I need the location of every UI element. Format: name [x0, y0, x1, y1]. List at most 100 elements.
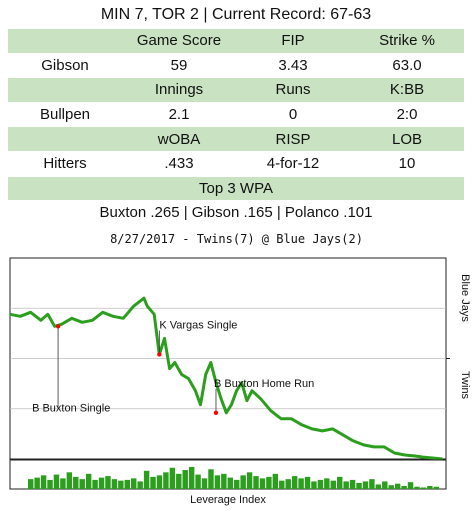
leverage-bar-42 [291, 476, 298, 489]
annotation-b-buxton-home-run: B Buxton Home Run [214, 378, 314, 390]
leverage-bar-41 [285, 479, 291, 489]
hitters-row: Hitters .433 4-for-12 10 [8, 151, 465, 177]
leverage-bar-7 [66, 472, 73, 489]
leverage-bar-21 [156, 475, 163, 489]
k-bb-value: 2:0 [350, 102, 465, 128]
leverage-bar-6 [60, 478, 66, 489]
wpa-leaders: Buxton .265 | Gibson .165 | Polanco .101 [8, 200, 465, 226]
leverage-bar-28 [201, 478, 208, 489]
leverage-bar-3 [40, 475, 47, 489]
pitcher-row: Gibson 59 3.43 63.0 [8, 53, 465, 79]
pitcher-header-row: Game Score FIP Strike % [8, 28, 465, 54]
leverage-bar-44 [304, 476, 311, 489]
leverage-bar-27 [195, 474, 201, 489]
leverage-bar-61 [414, 486, 420, 489]
strike-pct-header: Strike % [350, 28, 465, 54]
leverage-bar-16 [124, 479, 130, 489]
leverage-bar-45 [311, 481, 317, 489]
bullpen-header-row: Innings Runs K:BB [8, 77, 465, 103]
leverage-bar-60 [407, 482, 414, 489]
annotation-marker-k-vargas-single [157, 352, 162, 357]
fip-value: 3.43 [236, 53, 350, 79]
leverage-bar-58 [394, 483, 401, 489]
leverage-bar-43 [298, 478, 304, 489]
runs-value: 0 [236, 102, 350, 128]
stats-table: MIN 7, TOR 2 | Current Record: 67-63 Gam… [8, 2, 465, 226]
leverage-bar-59 [401, 485, 407, 489]
game-score-value: 59 [122, 53, 236, 79]
y-label-bottom: Twins [459, 371, 471, 400]
leverage-bar-8 [73, 476, 79, 489]
wpa-header-row: Top 3 WPA [8, 176, 465, 202]
y-label-top: Blue Jays [459, 274, 471, 322]
risp-header: RISP [236, 126, 350, 152]
hitters-header-blank [8, 126, 122, 152]
woba-value: .433 [122, 151, 236, 177]
leverage-bar-29 [208, 469, 214, 489]
leverage-bar-1 [28, 479, 34, 489]
innings-header: Innings [122, 77, 236, 103]
game-score-header: Game Score [122, 28, 236, 54]
leverage-bar-62 [420, 487, 427, 489]
leverage-bar-34 [240, 475, 246, 489]
leverage-bar-37 [259, 478, 266, 489]
annotation-k-vargas-single: K Vargas Single [159, 319, 237, 331]
hitters-header-row: wOBA RISP LOB [8, 126, 465, 152]
leverage-bar-56 [382, 481, 388, 489]
lob-header: LOB [350, 126, 465, 152]
annotation-marker-b-buxton-home-run [213, 410, 219, 415]
hitters-label: Hitters [8, 151, 122, 177]
leverage-bar-48 [330, 480, 336, 489]
leverage-bar-18 [137, 481, 143, 489]
runs-header: Runs [236, 77, 350, 103]
leverage-bar-54 [369, 479, 375, 489]
leverage-bar-46 [317, 479, 324, 489]
bullpen-row: Bullpen 2.1 0 2:0 [8, 102, 465, 128]
leverage-bar-26 [188, 467, 195, 489]
leverage-bar-39 [272, 473, 279, 489]
game-title: MIN 7, TOR 2 | Current Record: 67-63 [8, 2, 465, 29]
leverage-bar-49 [337, 476, 343, 489]
wp-line [9, 296, 443, 461]
leverage-bar-30 [214, 475, 221, 489]
leverage-bar-64 [433, 486, 439, 489]
leverage-bar-22 [163, 472, 169, 489]
leverage-bar-36 [253, 476, 259, 489]
leverage-bar-53 [362, 481, 369, 489]
risp-value: 4-for-12 [236, 151, 350, 177]
leverage-bar-10 [85, 473, 92, 489]
innings-value: 2.1 [122, 102, 236, 128]
k-bb-header: K:BB [350, 77, 465, 103]
leverage-bar-50 [343, 481, 349, 489]
fip-header: FIP [236, 28, 350, 54]
leverage-bar-57 [388, 485, 394, 489]
leverage-bar-20 [150, 476, 156, 489]
pitcher-name: Gibson [8, 53, 122, 79]
leverage-bar-12 [98, 477, 105, 489]
leverage-bar-33 [234, 479, 240, 489]
leverage-bar-9 [79, 479, 85, 489]
leverage-bar-40 [279, 480, 285, 489]
bullpen-header-blank [8, 77, 122, 103]
leverage-bar-52 [356, 482, 362, 489]
leverage-bar-55 [375, 484, 382, 489]
wpa-row: Buxton .265 | Gibson .165 | Polanco .101 [8, 200, 465, 226]
annotation-marker-b-buxton-single [55, 324, 61, 329]
strike-pct-value: 63.0 [350, 53, 465, 79]
pitcher-header-blank [8, 28, 122, 54]
woba-header: wOBA [122, 126, 236, 152]
leverage-bar-63 [427, 485, 433, 489]
leverage-bar-32 [227, 477, 233, 489]
annotation-b-buxton-single: B Buxton Single [32, 402, 110, 414]
leverage-bar-25 [182, 470, 188, 489]
wpa-header: Top 3 WPA [8, 176, 465, 202]
lob-value: 10 [350, 151, 465, 177]
leverage-bar-31 [221, 473, 227, 489]
leverage-bar-51 [349, 479, 356, 489]
bullpen-label: Bullpen [8, 102, 122, 128]
leverage-bar-11 [92, 479, 98, 489]
game-summary-card: MIN 7, TOR 2 | Current Record: 67-63 Gam… [8, 2, 465, 226]
leverage-bar-19 [143, 470, 150, 489]
leverage-bar-23 [169, 467, 176, 489]
